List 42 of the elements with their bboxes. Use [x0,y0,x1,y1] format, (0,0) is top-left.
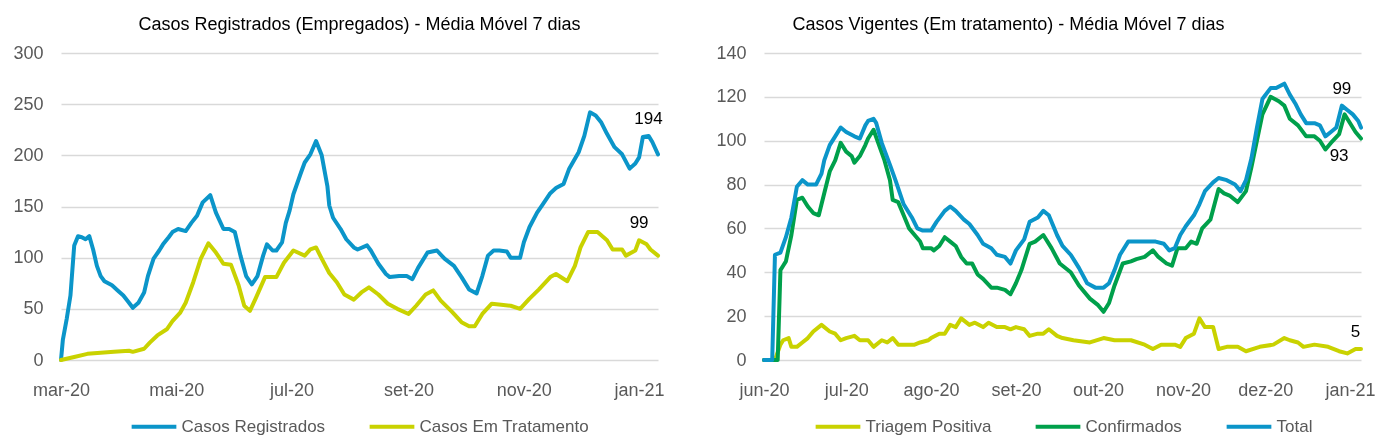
legend-label: Triagem Positiva [865,416,993,435]
y-tick-label: 140 [716,42,747,63]
x-tick-label: out-20 [1073,379,1125,400]
x-tick-label: set-20 [991,379,1042,400]
chart-title: Casos Vigentes (Em tratamento) - Média Móvel 7 dias [792,14,1225,34]
y-tick-label: 300 [13,42,44,63]
y-tick-label: 100 [13,247,44,268]
legend-label: Casos Em Tratamento [419,416,589,435]
y-tick-label: 200 [13,144,44,165]
y-tick-label: 0 [33,349,44,370]
y-tick-label: 100 [716,130,747,151]
annotation: 99 [629,213,649,233]
y-tick-label: 0 [736,349,747,370]
x-tick-label: jul-20 [268,379,314,400]
x-tick-label: jan-21 [1324,379,1376,400]
x-tick-label: mai-20 [149,379,205,400]
y-tick-label: 80 [726,174,747,195]
chart-title: Casos Registrados (Empregados) - Média Móvel 7 dias [138,14,581,34]
x-tick-label: ago-20 [903,379,960,400]
x-tick-label: nov-20 [1155,379,1212,400]
x-tick-label: nov-20 [496,379,552,400]
y-tick-label: 60 [726,217,747,238]
y-tick-label: 40 [726,261,747,282]
y-tick-label: 120 [716,86,747,107]
annotation: 194 [634,108,663,128]
y-tick-label: 250 [13,93,44,114]
y-tick-label: 20 [726,305,747,326]
x-tick-label: jun-20 [738,379,790,400]
annotation: 5 [1350,322,1361,342]
x-tick-label: dez-20 [1238,379,1294,400]
line-series [59,230,660,362]
legend-label: Total [1276,416,1313,435]
x-tick-label: jan-21 [613,379,665,400]
y-tick-label: 50 [23,298,44,319]
x-tick-label: set-20 [384,379,435,400]
legend-label: Casos Registrados [181,416,326,435]
legend-label: Confirmados [1085,416,1182,435]
x-tick-label: mar-20 [32,379,91,400]
x-tick-label: jul-20 [823,379,869,400]
annotation: 99 [1332,78,1352,98]
annotation: 93 [1329,146,1349,166]
y-tick-label: 150 [13,196,44,216]
